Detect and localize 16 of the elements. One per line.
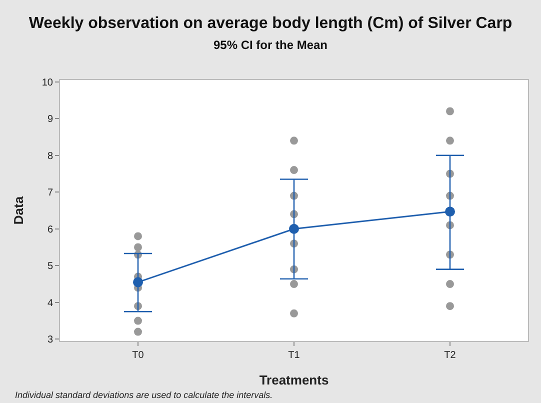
x-tick-label: T0 bbox=[132, 350, 144, 361]
chart-subtitle: 95% CI for the Mean bbox=[213, 38, 328, 52]
y-tick-label: 7 bbox=[47, 188, 54, 199]
y-axis-title: Data bbox=[10, 196, 26, 225]
x-axis-title: Treatments bbox=[259, 372, 329, 388]
y-tick-label: 4 bbox=[47, 298, 54, 309]
text: Individual standard deviations are used to calculate the intervals. bbox=[15, 390, 273, 400]
y-tick-label: 9 bbox=[47, 114, 54, 126]
y-tick-label: 10 bbox=[42, 77, 54, 88]
x-tick-label: T1 bbox=[288, 350, 300, 361]
chart-title: Weekly observation on average body length (Cm) of Silver Carp bbox=[28, 15, 512, 32]
y-tick-label: 3 bbox=[47, 334, 54, 346]
y-tick-label: 8 bbox=[47, 150, 54, 162]
y-tick-label: 6 bbox=[47, 224, 54, 236]
x-tick-label: T2 bbox=[444, 350, 456, 361]
y-tick-label: 5 bbox=[47, 261, 54, 272]
